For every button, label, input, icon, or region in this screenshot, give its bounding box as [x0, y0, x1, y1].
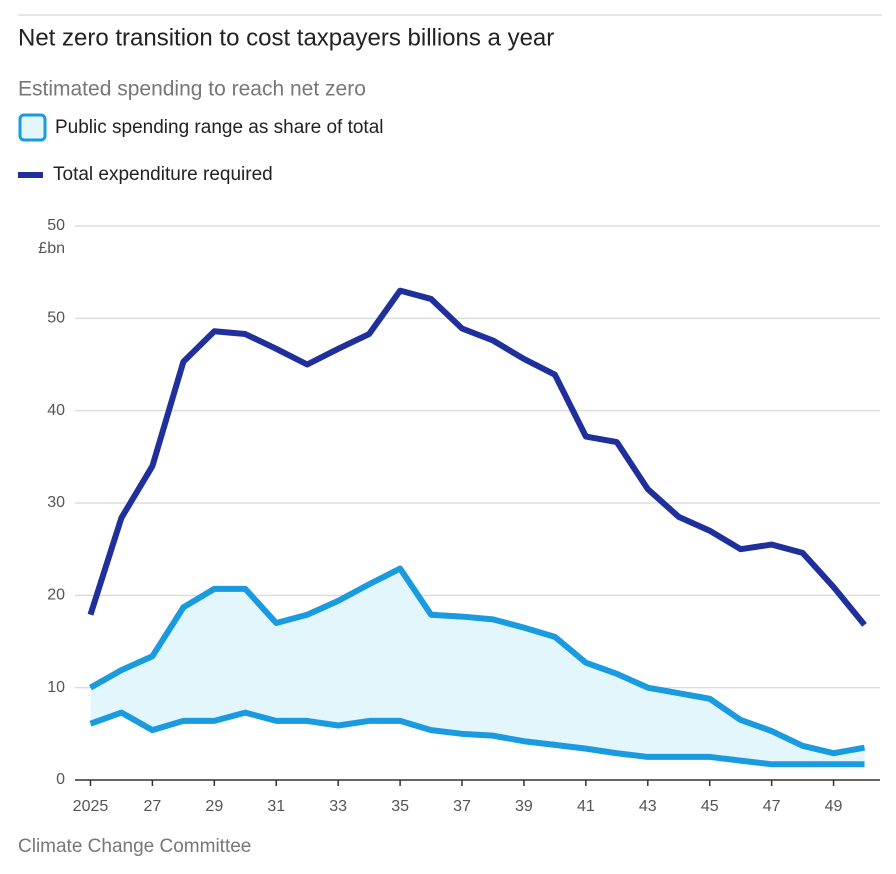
x-tick-label: 39 — [515, 798, 533, 815]
x-tick-label: 29 — [205, 798, 223, 815]
chart-subtitle: Estimated spending to reach net zero — [18, 78, 366, 101]
x-tick-label: 47 — [763, 798, 781, 815]
y-tick-label: 10 — [47, 679, 65, 696]
legend-swatch — [18, 172, 43, 178]
x-tick-label: 27 — [144, 798, 162, 815]
x-tick-label: 43 — [639, 798, 657, 815]
legend-label: Total expenditure required — [53, 164, 273, 185]
y-tick-label: 20 — [47, 587, 65, 604]
x-tick-label: 35 — [391, 798, 409, 815]
y-tick-label: 40 — [47, 402, 65, 419]
line — [89, 565, 866, 757]
y-tick-label: 50 — [47, 217, 65, 234]
y-tick-label: 0 — [56, 771, 65, 788]
chart-title: Net zero transition to cost taxpayers bi… — [18, 24, 554, 51]
x-tick-label: 41 — [577, 798, 595, 815]
x-tick-label: 49 — [825, 798, 843, 815]
line — [89, 709, 865, 768]
x-tick-label: 2025 — [73, 798, 109, 815]
x-tick-label: 31 — [267, 798, 285, 815]
legend-swatch — [18, 113, 47, 142]
x-tick-label: 45 — [701, 798, 719, 815]
source: Climate Change Committee — [18, 836, 251, 857]
line — [87, 287, 867, 627]
band-fill — [90, 568, 865, 765]
x-tick-label: 33 — [329, 798, 347, 815]
x-tick-label: 37 — [453, 798, 471, 815]
y-unit: £bn — [38, 240, 65, 257]
y-tick-label: 50 — [47, 310, 65, 327]
legend-label: Public spending range as share of total — [55, 117, 384, 138]
y-tick-label: 30 — [47, 494, 65, 511]
